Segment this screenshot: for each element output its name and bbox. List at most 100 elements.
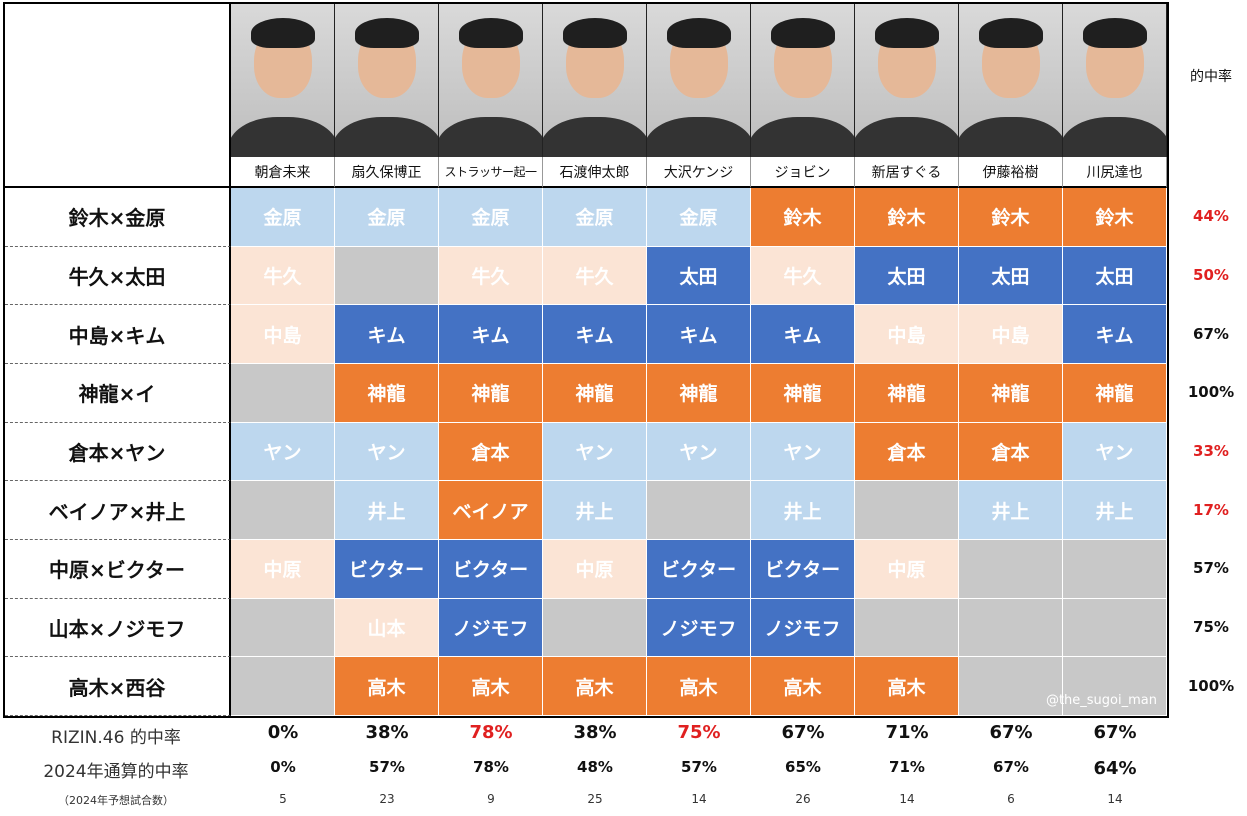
pick-cell: ビクター: [647, 540, 751, 599]
event-accuracy-value: 67%: [1093, 722, 1137, 743]
accuracy-column-header: 的中率: [1190, 69, 1232, 85]
predictor-photo: [1063, 4, 1167, 157]
pick-cell: 太田: [1063, 246, 1167, 306]
pick-cell: 中島: [231, 305, 335, 364]
pick-cell: 神龍: [855, 364, 959, 423]
pick-cell: 牛久: [439, 246, 543, 306]
yearly-accuracy-value: 65%: [785, 758, 821, 776]
predictor-photo: [231, 4, 335, 157]
yearly-accuracy-value: 71%: [889, 758, 925, 776]
pick-cell: 金原: [231, 188, 335, 247]
predictor-name: ジョビン: [751, 157, 855, 188]
prediction-count-value: 6: [1007, 792, 1015, 806]
pick-cell: 牛久: [543, 246, 647, 306]
event-accuracy-value: 78%: [469, 722, 513, 743]
pick-cell: 山本: [335, 598, 439, 658]
pick-cell: ノジモフ: [439, 598, 543, 658]
pick-cell: [543, 598, 647, 658]
prediction-count-value: 23: [379, 792, 395, 806]
predictor-photo: [647, 4, 751, 157]
pick-cell: 太田: [647, 246, 751, 306]
yearly-accuracy-label: 2024年通算的中率: [43, 762, 189, 782]
prediction-count-value: 25: [587, 792, 603, 806]
pick-cell: 井上: [751, 481, 855, 540]
match-accuracy: 57%: [1193, 559, 1229, 578]
pick-cell: 太田: [855, 246, 959, 306]
matchup-label: 高木×西谷: [5, 657, 231, 716]
pick-cell: ヤン: [335, 422, 439, 482]
pick-cell: ヤン: [231, 422, 335, 482]
pick-cell: [647, 481, 751, 540]
prediction-count-value: 14: [899, 792, 915, 806]
pick-cell: 高木: [543, 657, 647, 716]
prediction-grid: 朝倉未来 扇久保博正 ストラッサー起一 石渡伸太郎 大沢ケンジ ジョビン 新居すぐる 伊藤裕樹…: [3, 2, 1169, 718]
yearly-accuracy-value: 64%: [1093, 758, 1137, 779]
match-accuracy: 100%: [1187, 383, 1235, 402]
pick-cell: 鈴木: [1063, 188, 1167, 247]
pick-cell: ビクター: [439, 540, 543, 599]
pick-cell: 井上: [1063, 481, 1167, 540]
pick-cell: ノジモフ: [751, 598, 855, 658]
pick-cell: ヤン: [1063, 422, 1167, 482]
match-accuracy: 75%: [1193, 617, 1229, 636]
pick-cell: 中島: [855, 305, 959, 364]
pick-cell: 井上: [543, 481, 647, 540]
pick-cell: 神龍: [335, 364, 439, 423]
pick-cell: 神龍: [439, 364, 543, 423]
match-accuracy: 33%: [1193, 441, 1229, 460]
event-accuracy-value: 75%: [677, 722, 721, 743]
pick-cell: 鈴木: [855, 188, 959, 247]
pick-cell: 金原: [543, 188, 647, 247]
pick-cell: [231, 598, 335, 658]
event-accuracy-label: RIZIN.46 的中率: [51, 728, 181, 748]
prediction-count-value: 5: [279, 792, 287, 806]
pick-cell: 中原: [543, 540, 647, 599]
pick-cell: 高木: [855, 657, 959, 716]
pick-cell: 鈴木: [751, 188, 855, 247]
pick-cell: ビクター: [335, 540, 439, 599]
match-accuracy: 100%: [1187, 676, 1235, 695]
event-accuracy-value: 38%: [365, 722, 409, 743]
pick-cell: 神龍: [543, 364, 647, 423]
pick-cell: ヤン: [751, 422, 855, 482]
yearly-accuracy-value: 57%: [681, 758, 717, 776]
pick-cell: 神龍: [647, 364, 751, 423]
predictor-photo: [543, 4, 647, 157]
pick-cell: キム: [335, 305, 439, 364]
predictor-name: 新居すぐる: [855, 157, 959, 188]
matchup-label: 倉本×ヤン: [5, 422, 231, 482]
pick-cell: 高木: [751, 657, 855, 716]
pick-cell: 高木: [439, 657, 543, 716]
matchup-label: 神龍×イ: [5, 364, 231, 423]
event-accuracy-value: 71%: [885, 722, 929, 743]
predictor-name: 大沢ケンジ: [647, 157, 751, 188]
yearly-accuracy-value: 67%: [993, 758, 1029, 776]
pick-cell: ヤン: [543, 422, 647, 482]
predictor-photo: [439, 4, 543, 157]
pick-cell: [1063, 540, 1167, 599]
predictor-name: 石渡伸太郎: [543, 157, 647, 188]
matchup-label: 牛久×太田: [5, 246, 231, 306]
event-accuracy-value: 67%: [989, 722, 1033, 743]
prediction-count-value: 14: [691, 792, 707, 806]
pick-cell: 太田: [959, 246, 1063, 306]
pick-cell: 神龍: [1063, 364, 1167, 423]
pick-cell: [959, 598, 1063, 658]
yearly-accuracy-value: 0%: [270, 758, 296, 776]
pick-cell: キム: [647, 305, 751, 364]
pick-cell: キム: [751, 305, 855, 364]
pick-cell: [959, 540, 1063, 599]
matchup-label: 鈴木×金原: [5, 188, 231, 247]
pick-cell: 神龍: [751, 364, 855, 423]
pick-cell: 金原: [647, 188, 751, 247]
pick-cell: [1063, 598, 1167, 658]
event-accuracy-value: 38%: [573, 722, 617, 743]
pick-cell: [959, 657, 1063, 716]
match-accuracy: 17%: [1193, 500, 1229, 519]
pick-cell: 金原: [439, 188, 543, 247]
predictor-name: 扇久保博正: [335, 157, 439, 188]
matchup-label: 中島×キム: [5, 305, 231, 364]
pick-cell: 金原: [335, 188, 439, 247]
pick-cell: 中原: [231, 540, 335, 599]
